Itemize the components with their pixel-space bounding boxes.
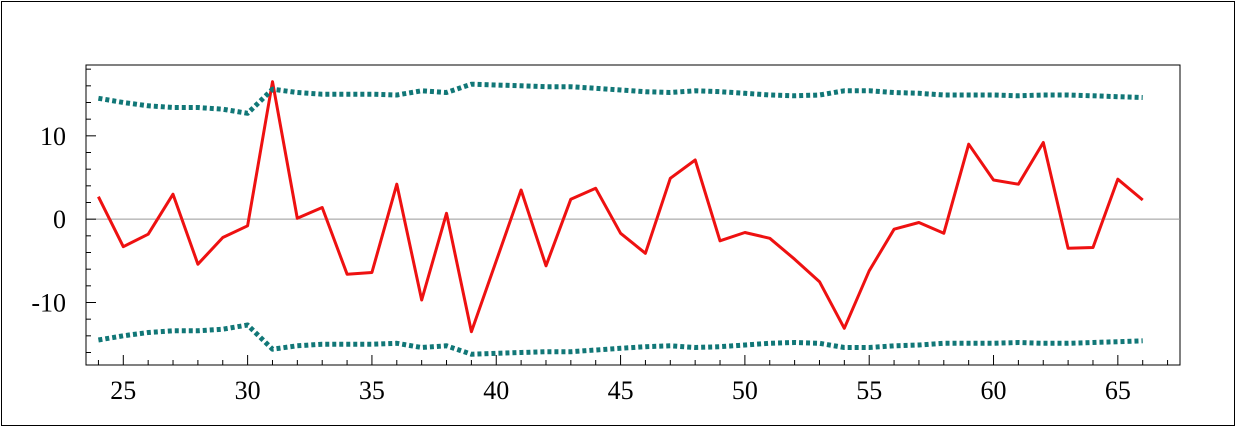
x-tick-label: 35 (359, 376, 385, 405)
upper-band-line (97, 81, 1143, 116)
x-axis-tick-labels: 25 30 35 40 45 50 55 60 65 (110, 376, 1131, 405)
x-tick-label: 65 (1105, 376, 1131, 405)
y-axis-tick-labels: -10 0 10 (31, 122, 66, 318)
x-tick-label: 40 (483, 376, 509, 405)
x-tick-label: 25 (110, 376, 136, 405)
y-tick-label: 0 (53, 205, 66, 234)
lower-band-line (97, 322, 1143, 357)
x-axis-ticks (97, 355, 1169, 365)
x-tick-label: 50 (732, 376, 758, 405)
y-tick-label: 10 (40, 122, 66, 151)
main-series-line (97, 80, 1144, 334)
x-tick-label: 55 (856, 376, 882, 405)
x-tick-label: 60 (981, 376, 1007, 405)
y-tick-label: -10 (31, 289, 66, 318)
y-axis-ticks (86, 68, 96, 353)
plot-area (85, 64, 1181, 366)
x-tick-label: 30 (235, 376, 261, 405)
x-tick-label: 45 (608, 376, 634, 405)
series-layer (97, 80, 1144, 357)
